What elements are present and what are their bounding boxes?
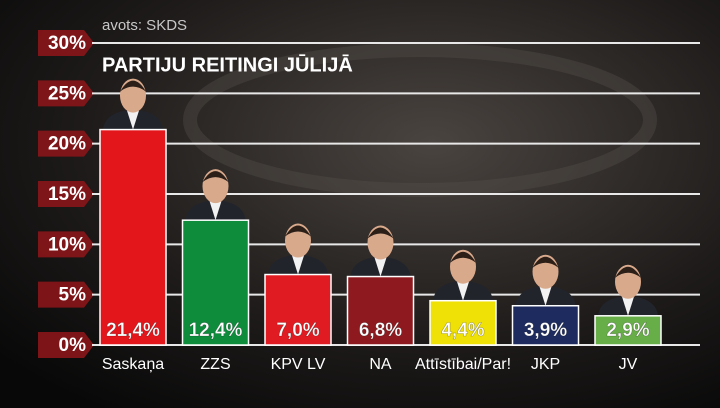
y-tick-label: 25% <box>48 83 86 104</box>
y-tick-label: 20% <box>48 134 86 155</box>
portrait-hair <box>615 266 641 278</box>
value-label: 12,4% <box>189 320 243 341</box>
x-tick-label: KPV LV <box>271 356 326 373</box>
y-tick-label: 15% <box>48 184 86 205</box>
value-label: 4,4% <box>441 320 484 341</box>
bar <box>429 299 497 346</box>
bar <box>346 275 415 346</box>
portrait-hair <box>120 80 146 92</box>
chart-title: PARTIJU REITINGI JŪLIJĀ <box>102 54 353 76</box>
tick-tag <box>38 130 94 157</box>
portrait-shirt <box>622 296 634 316</box>
portrait-hair <box>285 225 311 237</box>
portrait-hair <box>532 256 559 268</box>
portrait-shirt <box>457 281 469 301</box>
y-tick-label: 5% <box>59 285 87 306</box>
portrait-hair <box>202 171 229 183</box>
value-label: 7,0% <box>276 320 319 341</box>
x-tick-label: Attīstībai/Par! <box>415 356 511 373</box>
portrait-shirt <box>209 201 222 221</box>
tick-tag <box>38 80 94 107</box>
tick-tag <box>38 181 94 207</box>
value-label: 21,4% <box>106 320 160 341</box>
source: avots: SKDS <box>102 17 187 34</box>
x-tick-label: Saskaņa <box>102 356 164 373</box>
portrait-shirt <box>539 286 552 306</box>
hall-decor <box>183 43 657 197</box>
portrait-shirt <box>127 110 139 130</box>
portrait-shirt <box>374 257 387 277</box>
y-tick-label: 30% <box>48 33 86 54</box>
value-label: 6,8% <box>359 320 402 341</box>
portrait-hair <box>367 227 394 239</box>
x-tick-label: JV <box>619 356 638 373</box>
bar <box>99 128 167 346</box>
bar <box>511 304 580 346</box>
value-label: 2,9% <box>606 320 649 341</box>
bar <box>264 273 332 346</box>
tick-tag <box>38 332 94 358</box>
value-label: 3,9% <box>524 320 567 341</box>
y-tick-label: 10% <box>48 234 86 255</box>
bar <box>594 315 662 346</box>
tick-tag <box>38 231 94 258</box>
x-tick-label: NA <box>369 356 392 373</box>
tick-tag <box>38 30 94 56</box>
portrait-hair <box>450 251 476 263</box>
x-tick-label: JKP <box>531 356 560 373</box>
x-tick-label: ZZS <box>200 356 230 373</box>
tick-tag <box>38 281 94 308</box>
portrait-shirt <box>292 255 304 275</box>
y-tick-label: 0% <box>59 335 87 356</box>
bar <box>181 219 250 346</box>
